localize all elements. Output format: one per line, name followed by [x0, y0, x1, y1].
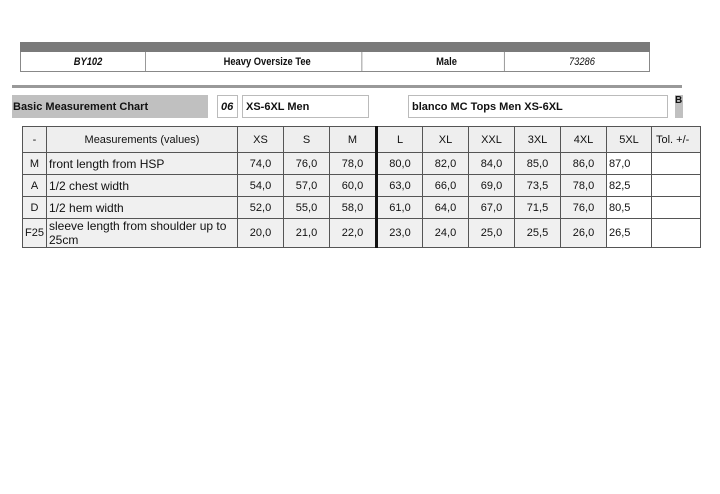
cell-value: 25,5 [514, 218, 561, 248]
cell-value: 55,0 [283, 196, 330, 219]
divider [12, 85, 682, 88]
cell-value: 23,0 [375, 218, 423, 248]
cell-value: 26,5 [606, 218, 652, 248]
cell-value: 84,0 [468, 152, 515, 175]
cell-value: 54,0 [237, 174, 284, 197]
cell-value: 22,0 [329, 218, 377, 248]
edge-label: B [675, 95, 683, 118]
cell-value: 25,0 [468, 218, 515, 248]
product-code: BY102 [31, 52, 146, 71]
cell-value: 85,0 [514, 152, 561, 175]
cell-value: 67,0 [468, 196, 515, 219]
column-header: 3XL [514, 126, 561, 153]
table-header-row: - Measurements (values) XS S M L XL XXL 3XL 4XL 5X… [22, 126, 701, 153]
product-header-bar [20, 42, 650, 52]
row-name: front length from HSP [46, 152, 238, 175]
cell-value [651, 196, 701, 219]
cell-value: 21,0 [283, 218, 330, 248]
chart-label: Basic Measurement Chart [12, 95, 208, 118]
table-row: A 1/2 chest width 54,0 57,0 60,0 63,0 66,0 69,0… [22, 174, 701, 197]
cell-value: 63,0 [375, 174, 423, 197]
product-gender: Male [389, 52, 505, 71]
column-header: L [375, 126, 423, 153]
row-name: 1/2 chest width [46, 174, 238, 197]
size-code: 06 [217, 95, 238, 118]
cell-value: 78,0 [329, 152, 377, 175]
cell-value [651, 174, 701, 197]
row-name: sleeve length from shoulder up to 25cm [46, 218, 238, 248]
cell-value [651, 152, 701, 175]
row-code: M [22, 152, 47, 175]
cell-value: 64,0 [422, 196, 469, 219]
cell-value: 26,0 [560, 218, 607, 248]
column-header: XL [422, 126, 469, 153]
measurement-table: - Measurements (values) XS S M L XL XXL 3XL 4XL 5X… [22, 126, 701, 248]
table-row: F25 sleeve length from shoulder up to 25c… [22, 218, 701, 248]
cell-value: 60,0 [329, 174, 377, 197]
cell-value: 52,0 [237, 196, 284, 219]
column-header: 4XL [560, 126, 607, 153]
cell-value: 61,0 [375, 196, 423, 219]
size-range: XS-6XL Men [242, 95, 369, 118]
cell-value: 80,0 [375, 152, 423, 175]
product-info-row: BY102 Heavy Oversize Tee Male 73286 [20, 52, 650, 72]
cell-value: 87,0 [606, 152, 652, 175]
row-name: 1/2 hem width [46, 196, 238, 219]
column-header: XXL [468, 126, 515, 153]
column-header: S [283, 126, 330, 153]
product-name: Heavy Oversize Tee [173, 52, 363, 71]
cell-value [651, 218, 701, 248]
table-row: D 1/2 hem width 52,0 55,0 58,0 61,0 64,0 67,0 71… [22, 196, 701, 219]
row-code: D [22, 196, 47, 219]
row-code: A [22, 174, 47, 197]
cell-value: 82,5 [606, 174, 652, 197]
row-code: F25 [22, 218, 47, 248]
cell-value: 78,0 [560, 174, 607, 197]
column-header: M [329, 126, 377, 153]
cell-value: 76,0 [560, 196, 607, 219]
column-header: XS [237, 126, 284, 153]
cell-value: 57,0 [283, 174, 330, 197]
cell-value: 86,0 [560, 152, 607, 175]
cell-value: 66,0 [422, 174, 469, 197]
cell-value: 71,5 [514, 196, 561, 219]
column-header: Tol. +/- [651, 126, 701, 153]
cell-value: 58,0 [329, 196, 377, 219]
column-header: 5XL [606, 126, 652, 153]
cell-value: 80,5 [606, 196, 652, 219]
cell-value: 82,0 [422, 152, 469, 175]
cell-value: 24,0 [422, 218, 469, 248]
column-header: Measurements (values) [46, 126, 238, 153]
column-header: - [22, 126, 47, 153]
cell-value: 74,0 [237, 152, 284, 175]
cell-value: 20,0 [237, 218, 284, 248]
cell-value: 76,0 [283, 152, 330, 175]
product-number: 73286 [569, 55, 596, 68]
cell-value: 73,5 [514, 174, 561, 197]
template-name: blanco MC Tops Men XS-6XL [408, 95, 668, 118]
cell-value: 69,0 [468, 174, 515, 197]
